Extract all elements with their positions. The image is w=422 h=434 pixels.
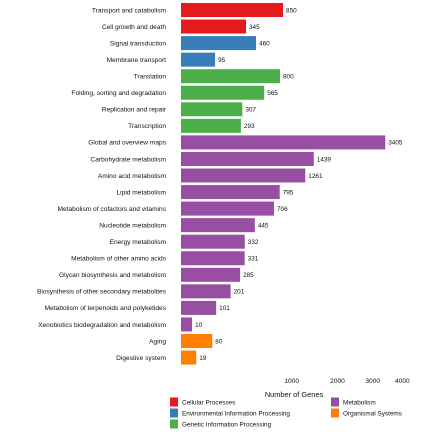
legend-label-cellular-processes: Cellular Processes — [182, 399, 235, 406]
bar-digestive-system — [181, 350, 197, 365]
category-label-metabolism-of-terpenoids-and-polyketides: Metabolism of terpenoids and polyketides — [45, 305, 167, 312]
x-axis: 1000 2000 3000 4000 — [284, 378, 410, 385]
value-label-nucleotide-metabolism: 445 — [258, 222, 269, 229]
bar-metabolism-of-other-amino-acids — [181, 251, 245, 266]
bar-folding-sorting-and-degradation — [181, 85, 265, 100]
bar-metabolism-of-cofactors-and-vitamins — [181, 201, 274, 216]
bar-biosynthesis-of-other-secondary-metabolites — [181, 284, 231, 299]
value-label-signal-transduction: 460 — [259, 40, 270, 47]
category-label-cell-growth-and-death: Cell growth and death — [102, 24, 166, 31]
bar-aging — [181, 334, 213, 348]
category-label-carbohydrate-metabolism: Carbohydrate metabolism — [91, 156, 167, 163]
legend-label-genetic-information-processing: Genetic Information Processing — [182, 421, 272, 428]
value-label-metabolism-of-terpenoids-and-polyketides: 101 — [219, 305, 230, 312]
value-label-amino-acid-metabolism: 1261 — [308, 173, 323, 180]
legend-label-organismal-systems: Organismal Systems — [343, 410, 402, 417]
category-label-translation: Translation — [134, 74, 167, 81]
x-tick-label-1000: 1000 — [284, 378, 299, 385]
legend-item-genetic-information-processing: Genetic Information Processing — [170, 419, 272, 429]
value-label-transport-and-catabolism: 850 — [286, 7, 297, 14]
bar-membrane-transport — [181, 52, 216, 67]
bar-metabolism-of-terpenoids-and-polyketides — [181, 300, 217, 315]
value-label-aging: 80 — [215, 338, 223, 345]
bar-global-and-overview-maps — [181, 135, 386, 150]
bar-xenobiotics-biodegradation-and-metabolism — [181, 317, 193, 332]
legend-swatch-genetic-information-processing — [170, 419, 178, 429]
category-label-lipid-metabolism: Lipid metabolism — [117, 189, 167, 196]
bar-lipid-metabolism — [181, 185, 280, 200]
bar-replication-and-repair — [181, 102, 243, 117]
value-label-global-and-overview-maps: 3405 — [388, 140, 403, 147]
legend-label-environmental-information-processing: Environmental Information Processing — [182, 410, 290, 417]
bars-layer — [181, 3, 386, 365]
value-label-metabolism-of-cofactors-and-vitamins: 706 — [277, 206, 288, 213]
bar-energy-metabolism — [181, 234, 245, 249]
category-label-amino-acid-metabolism: Amino acid metabolism — [98, 173, 167, 180]
category-label-glycan-biosynthesis-and-metabolism: Glycan biosynthesis and metabolism — [59, 272, 167, 279]
category-label-xenobiotics-biodegradation-and-metabolism: Xenobiotics biodegradation and metabolis… — [38, 322, 166, 329]
bar-signal-transduction — [181, 36, 257, 51]
value-label-biosynthesis-of-other-secondary-metabolites: 201 — [234, 289, 245, 296]
category-label-digestive-system: Digestive system — [116, 355, 166, 362]
value-label-carbohydrate-metabolism: 1439 — [317, 156, 332, 163]
value-label-cell-growth-and-death: 345 — [249, 24, 260, 31]
category-label-biosynthesis-of-other-secondary-metabolites: Biosynthesis of other secondary metaboli… — [37, 289, 167, 296]
legend: Cellular Processes Environmental Informat… — [170, 397, 402, 429]
category-label-folding-sorting-and-degradation: Folding, sorting and degradation — [71, 90, 166, 97]
category-label-metabolism-of-other-amino-acids: Metabolism of other amino acids — [71, 256, 167, 263]
value-label-replication-and-repair: 307 — [245, 107, 256, 114]
bar-translation — [181, 69, 280, 84]
category-label-signal-transduction: Signal transduction — [110, 40, 166, 47]
bar-transport-and-catabolism — [181, 3, 284, 17]
legend-swatch-cellular-processes — [170, 397, 178, 407]
value-label-lipid-metabolism: 795 — [283, 189, 294, 196]
x-tick-label-4000: 4000 — [395, 378, 410, 385]
x-axis-title: Number of Genes — [265, 390, 324, 399]
value-label-transcription: 293 — [244, 123, 255, 130]
bar-carbohydrate-metabolism — [181, 151, 314, 166]
legend-item-organismal-systems: Organismal Systems — [331, 408, 402, 418]
category-label-membrane-transport: Membrane transport — [107, 57, 167, 64]
category-label-metabolism-of-cofactors-and-vitamins: Metabolism of cofactors and vitamins — [58, 206, 167, 213]
legend-swatch-metabolism — [331, 397, 339, 407]
bar-amino-acid-metabolism — [181, 168, 306, 183]
x-tick-label-3000: 3000 — [365, 378, 380, 385]
value-label-metabolism-of-other-amino-acids: 331 — [248, 256, 259, 263]
bar-cell-growth-and-death — [181, 19, 247, 34]
legend-swatch-organismal-systems — [331, 408, 339, 418]
category-label-replication-and-repair: Replication and repair — [102, 107, 167, 114]
x-tick-label-2000: 2000 — [330, 378, 345, 385]
category-label-aging: Aging — [149, 338, 166, 345]
value-label-translation: 800 — [283, 74, 294, 81]
bar-glycan-biosynthesis-and-metabolism — [181, 267, 241, 282]
legend-item-metabolism: Metabolism — [331, 397, 376, 407]
legend-swatch-environmental-information-processing — [170, 408, 178, 418]
category-labels: Transport and catabolism Cell growth and … — [37, 7, 167, 362]
category-label-nucleotide-metabolism: Nucleotide metabolism — [99, 222, 166, 229]
category-label-transcription: Transcription — [128, 123, 166, 130]
value-label-xenobiotics-biodegradation-and-metabolism: 10 — [195, 322, 203, 329]
value-label-energy-metabolism: 332 — [248, 239, 259, 246]
legend-label-metabolism: Metabolism — [343, 399, 376, 406]
category-label-energy-metabolism: Energy metabolism — [110, 239, 167, 246]
legend-item-environmental-information-processing: Environmental Information Processing — [170, 408, 290, 418]
bar-transcription — [181, 118, 241, 133]
value-label-folding-sorting-and-degradation: 565 — [267, 90, 278, 97]
value-label-membrane-transport: 95 — [218, 57, 226, 64]
value-labels: 850 345 460 95 800 565 307 293 3405 1439 1261 795 70… — [195, 7, 403, 362]
legend-item-cellular-processes: Cellular Processes — [170, 397, 235, 407]
bar-nucleotide-metabolism — [181, 218, 255, 233]
category-label-transport-and-catabolism: Transport and catabolism — [92, 7, 167, 14]
value-label-digestive-system: 19 — [199, 355, 207, 362]
value-label-glycan-biosynthesis-and-metabolism: 285 — [243, 272, 254, 279]
category-label-global-and-overview-maps: Global and overview maps — [88, 140, 166, 147]
